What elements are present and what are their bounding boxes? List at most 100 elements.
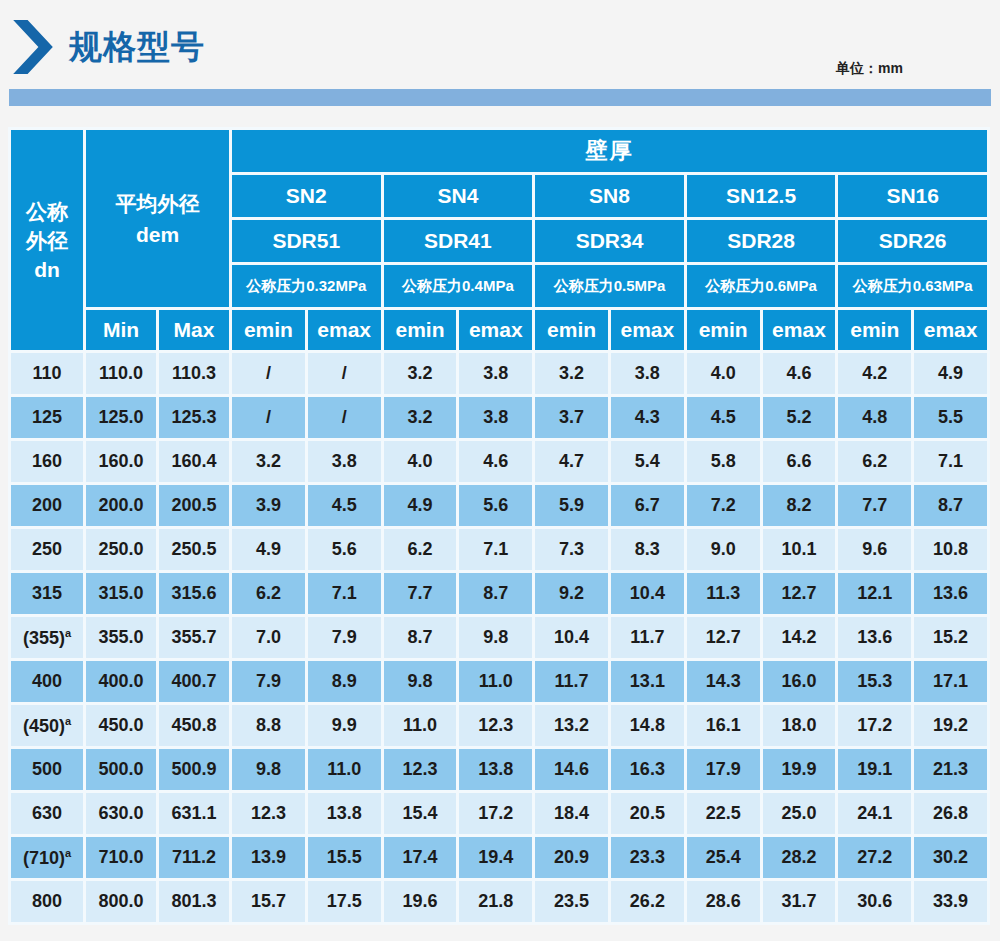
table-cell: 16.1	[687, 705, 760, 746]
header-sn2: SN2	[232, 175, 381, 217]
table-cell: 14.3	[687, 661, 760, 702]
table-cell: 14.6	[535, 749, 608, 790]
table-cell: 8.9	[308, 661, 381, 702]
table-cell: 7.9	[308, 617, 381, 658]
table-cell: 13.6	[914, 573, 987, 614]
table-cell: 250.5	[159, 529, 229, 570]
table-cell: 6.6	[763, 441, 836, 482]
table-cell: 125.3	[159, 397, 229, 438]
table-cell: 3.2	[232, 441, 305, 482]
table-cell: 14.8	[611, 705, 684, 746]
table-cell: 5.4	[611, 441, 684, 482]
table-cell: 500.9	[159, 749, 229, 790]
header-max: Max	[159, 310, 229, 350]
table-row: 250250.0250.54.95.66.27.17.38.39.010.19.…	[11, 529, 987, 570]
table-cell: 13.9	[232, 837, 305, 878]
table-cell: 27.2	[838, 837, 911, 878]
header-emin: emin	[687, 310, 760, 350]
table-cell: 160.0	[86, 441, 156, 482]
table-row: (355)a355.0355.77.07.98.79.810.411.712.7…	[11, 617, 987, 658]
header-pressure-3: 公称压力0.5MPa	[535, 265, 684, 307]
table-cell: 4.5	[687, 397, 760, 438]
table-cell: 15.5	[308, 837, 381, 878]
table-cell: 7.9	[232, 661, 305, 702]
header-emin: emin	[232, 310, 305, 350]
header-sdr51: SDR51	[232, 220, 381, 262]
table-cell: 13.2	[535, 705, 608, 746]
table-cell: 16.3	[611, 749, 684, 790]
table-cell: 4.0	[384, 441, 457, 482]
header-sdr34: SDR34	[535, 220, 684, 262]
table-cell: 10.4	[611, 573, 684, 614]
cell-dn: (710)a	[11, 837, 83, 878]
header-wall-thickness: 壁厚	[232, 130, 987, 172]
table-cell: 10.1	[763, 529, 836, 570]
corner-header-dn: 公称 外径 dn	[11, 130, 83, 350]
table-cell: 17.2	[459, 793, 532, 834]
table-row: 110110.0110.3//3.23.83.23.84.04.64.24.9	[11, 353, 987, 394]
header-pressure-1: 公称压力0.32MPa	[232, 265, 381, 307]
table-header: 公称 外径 dn 平均外径 dem 壁厚 SN2 SN4 SN8 SN12.5 …	[11, 130, 987, 350]
table-cell: 7.1	[459, 529, 532, 570]
table-cell: 21.8	[459, 881, 532, 922]
table-cell: 4.3	[611, 397, 684, 438]
table-cell: 160.4	[159, 441, 229, 482]
table-cell: 11.3	[687, 573, 760, 614]
table-cell: 26.2	[611, 881, 684, 922]
cell-dn: (450)a	[11, 705, 83, 746]
table-cell: 6.2	[384, 529, 457, 570]
table-cell: /	[308, 397, 381, 438]
header-sn8: SN8	[535, 175, 684, 217]
unit-label: 单位：mm	[836, 60, 903, 78]
header-emax: emax	[459, 310, 532, 350]
table-cell: 7.0	[232, 617, 305, 658]
table-cell: 23.3	[611, 837, 684, 878]
table-cell: 9.0	[687, 529, 760, 570]
header-pressure-5: 公称压力0.63MPa	[838, 265, 987, 307]
table-cell: 10.4	[535, 617, 608, 658]
table-cell: 12.3	[459, 705, 532, 746]
table-cell: 500.0	[86, 749, 156, 790]
header-min: Min	[86, 310, 156, 350]
table-cell: 19.2	[914, 705, 987, 746]
header-emax: emax	[308, 310, 381, 350]
table-cell: 20.9	[535, 837, 608, 878]
table-row: 400400.0400.77.98.99.811.011.713.114.316…	[11, 661, 987, 702]
header-pressure-2: 公称压力0.4MPa	[384, 265, 533, 307]
table-cell: 15.2	[914, 617, 987, 658]
header-sn16: SN16	[838, 175, 987, 217]
table-row: (450)a450.0450.88.89.911.012.313.214.816…	[11, 705, 987, 746]
table-cell: 355.0	[86, 617, 156, 658]
header-emin: emin	[384, 310, 457, 350]
table-cell: 7.1	[308, 573, 381, 614]
table-cell: 26.8	[914, 793, 987, 834]
table-cell: 315.6	[159, 573, 229, 614]
table-cell: 200.5	[159, 485, 229, 526]
table-row: 800800.0801.315.717.519.621.823.526.228.…	[11, 881, 987, 922]
spec-table-wrap: 公称 外径 dn 平均外径 dem 壁厚 SN2 SN4 SN8 SN12.5 …	[8, 127, 992, 925]
header-sn4: SN4	[384, 175, 533, 217]
table-cell: 711.2	[159, 837, 229, 878]
table-cell: 8.7	[384, 617, 457, 658]
corner-line3: dn	[11, 255, 83, 284]
table-cell: 7.1	[914, 441, 987, 482]
cell-dn: (355)a	[11, 617, 83, 658]
footnote-marker: a	[65, 847, 71, 859]
footnote-marker: a	[65, 715, 71, 727]
table-cell: /	[232, 353, 305, 394]
chevron-right-icon	[13, 20, 53, 74]
cell-dn: 400	[11, 661, 83, 702]
table-cell: 13.8	[459, 749, 532, 790]
table-cell: 17.5	[308, 881, 381, 922]
cell-dn: 500	[11, 749, 83, 790]
table-cell: 450.8	[159, 705, 229, 746]
table-cell: 13.1	[611, 661, 684, 702]
table-cell: 4.7	[535, 441, 608, 482]
table-cell: 9.2	[535, 573, 608, 614]
table-cell: 3.8	[459, 353, 532, 394]
table-cell: /	[308, 353, 381, 394]
table-cell: /	[232, 397, 305, 438]
page-header: 规格型号 单位：mm	[0, 0, 1000, 89]
table-cell: 5.9	[535, 485, 608, 526]
table-cell: 4.2	[838, 353, 911, 394]
